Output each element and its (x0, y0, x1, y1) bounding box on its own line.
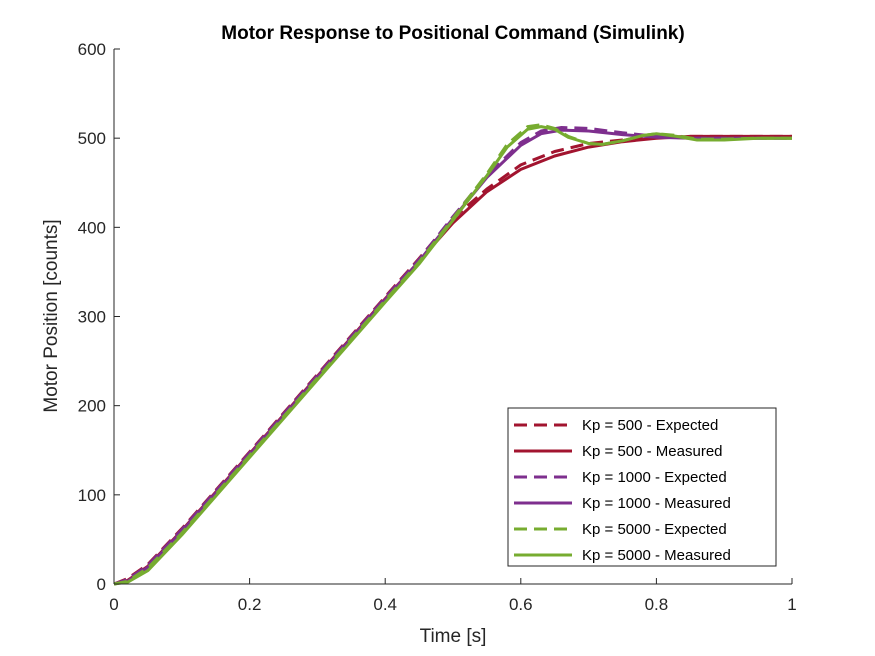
y-tick-label: 400 (78, 218, 106, 237)
legend-entry-label: Kp = 5000 - Measured (582, 547, 731, 564)
x-tick-label: 0.2 (238, 595, 262, 614)
x-tick-label: 0.8 (645, 595, 669, 614)
y-tick-label: 500 (78, 129, 106, 148)
chart-title: Motor Response to Positional Command (Si… (221, 23, 684, 44)
y-ticks: 0 100 200 300 400 500 600 (78, 40, 120, 594)
y-tick-label: 300 (78, 308, 106, 327)
y-tick-label: 200 (78, 397, 106, 416)
x-ticks: 0 0.2 0.4 0.6 0.8 1 (109, 578, 797, 614)
y-axis-label: Motor Position [counts] (41, 219, 62, 412)
legend-entry-label: Kp = 1000 - Expected (582, 469, 727, 486)
legend-box (507, 407, 777, 567)
y-tick-label: 0 (97, 575, 106, 594)
series-layer (113, 123, 792, 586)
x-axis-label: Time [s] (420, 626, 487, 647)
y-tick-label: 600 (78, 40, 106, 59)
x-tick-label: 0 (109, 595, 118, 614)
legend-entry-label: Kp = 5000 - Expected (582, 521, 727, 538)
series-line-6 (113, 125, 792, 586)
x-tick-label: 0.4 (373, 595, 397, 614)
legend: Kp = 500 - Expected Kp = 500 - Measured Kp… (507, 407, 777, 567)
legend-entry-label: Kp = 500 - Measured (582, 443, 723, 460)
x-tick-label: 1 (787, 595, 796, 614)
legend-entry-label: Kp = 1000 - Measured (582, 495, 731, 512)
legend-entry-label: Kp = 500 - Expected (582, 417, 718, 434)
y-tick-label: 100 (78, 486, 106, 505)
x-tick-label: 0.6 (509, 595, 533, 614)
